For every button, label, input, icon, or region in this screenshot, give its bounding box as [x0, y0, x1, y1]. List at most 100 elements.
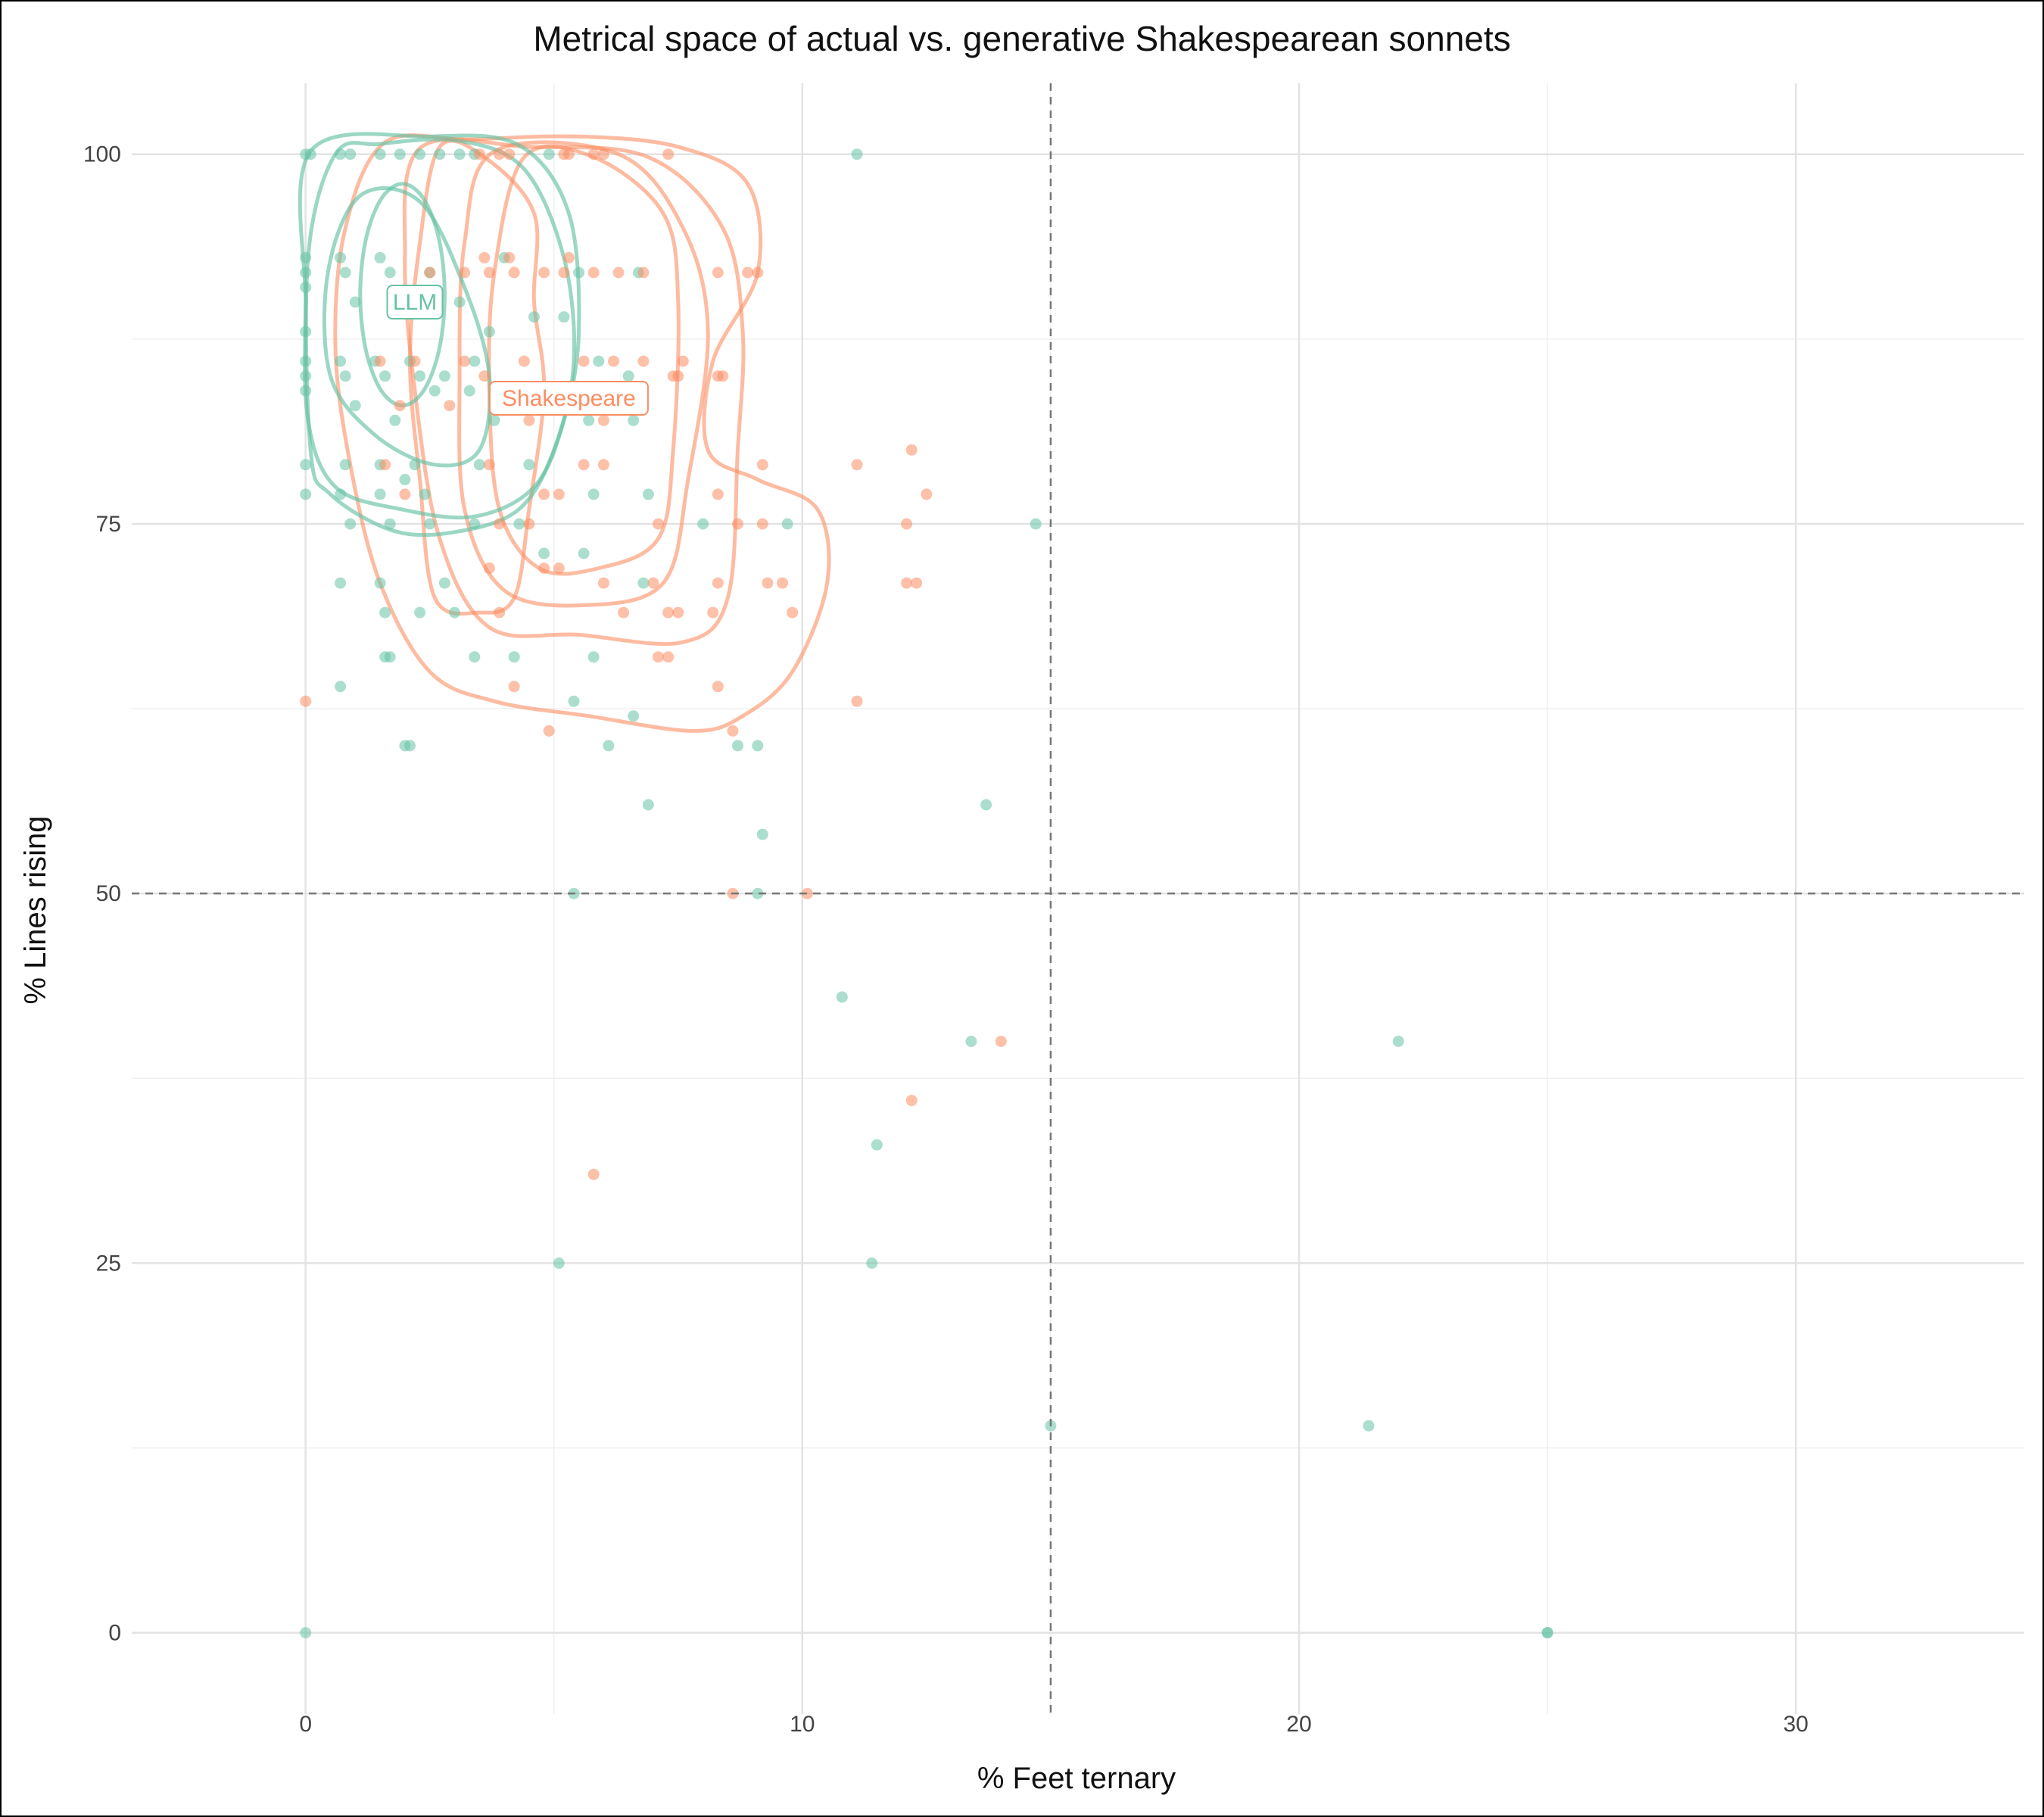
point-shakespeare	[727, 725, 739, 737]
point-llm	[335, 251, 347, 263]
point-llm	[836, 991, 848, 1003]
point-llm	[587, 488, 600, 500]
point-llm	[384, 518, 396, 530]
point-llm	[374, 577, 386, 589]
contour-llm	[322, 186, 492, 468]
point-shakespeare	[587, 148, 600, 161]
point-shakespeare	[608, 355, 619, 367]
point-shakespeare	[653, 651, 664, 663]
point-shakespeare	[459, 266, 471, 279]
axis-ticks: 0 10 20 30 0 25 50 75 100	[83, 142, 1809, 1737]
point-shakespeare	[801, 887, 813, 899]
point-shakespeare	[597, 577, 609, 589]
point-llm	[414, 606, 426, 619]
point-llm	[300, 370, 312, 382]
contour-shakespeare	[457, 140, 710, 608]
y-tick-label: 100	[83, 142, 121, 167]
point-llm	[339, 459, 351, 471]
point-llm	[538, 547, 550, 559]
point-llm	[384, 651, 396, 663]
point-llm	[756, 828, 768, 840]
point-llm	[513, 518, 525, 530]
series-labels: LLM Shakespeare	[386, 285, 649, 416]
point-shakespeare	[587, 266, 600, 279]
point-llm	[438, 577, 450, 589]
point-llm	[424, 518, 436, 530]
point-shakespeare	[756, 459, 768, 471]
point-llm	[339, 266, 351, 279]
y-axis-title: % Lines rising	[19, 815, 52, 1004]
point-shakespeare	[523, 518, 535, 530]
point-llm	[379, 370, 391, 382]
point-shakespeare	[901, 577, 913, 589]
point-shakespeare	[672, 370, 684, 382]
point-llm	[374, 251, 386, 263]
point-llm	[752, 887, 764, 899]
point-llm	[374, 148, 386, 161]
point-shakespeare	[538, 488, 550, 500]
point-shakespeare	[374, 355, 386, 367]
point-llm	[349, 296, 361, 308]
point-shakespeare	[712, 681, 724, 693]
y-tick-label: 0	[108, 1621, 121, 1646]
point-shakespeare	[300, 695, 312, 707]
point-shakespeare	[478, 370, 491, 382]
point-llm	[384, 266, 396, 279]
point-shakespeare	[597, 414, 609, 426]
point-llm	[642, 799, 654, 811]
point-shakespeare	[578, 459, 590, 471]
point-shakespeare	[995, 1036, 1007, 1047]
point-llm	[339, 370, 351, 382]
point-shakespeare	[444, 400, 456, 412]
contour-llm	[358, 182, 447, 408]
minor-gridlines	[132, 83, 2024, 1714]
point-llm	[523, 459, 535, 471]
point-shakespeare	[677, 355, 689, 367]
x-tick-label: 10	[790, 1712, 815, 1737]
point-llm	[469, 651, 481, 663]
point-llm	[300, 326, 312, 338]
point-shakespeare	[483, 563, 495, 574]
point-shakespeare	[523, 414, 535, 426]
point-llm	[781, 518, 793, 530]
point-llm	[980, 799, 992, 811]
point-llm	[732, 740, 743, 752]
point-llm	[335, 355, 347, 367]
point-shakespeare	[787, 606, 799, 619]
point-shakespeare	[399, 488, 411, 500]
density-contours	[298, 132, 831, 733]
point-shakespeare	[538, 563, 550, 574]
series-label-box-shakespeare	[488, 380, 649, 416]
point-shakespeare	[494, 518, 506, 530]
point-shakespeare	[618, 606, 630, 619]
point-shakespeare	[905, 444, 918, 456]
data-points	[300, 148, 1553, 1639]
point-llm	[300, 385, 312, 397]
point-llm	[573, 266, 585, 279]
point-shakespeare	[662, 148, 675, 161]
point-shakespeare	[752, 266, 764, 279]
point-shakespeare	[459, 355, 471, 367]
point-llm	[558, 311, 570, 323]
point-llm	[463, 385, 475, 397]
point-llm	[697, 518, 709, 530]
point-shakespeare	[543, 725, 555, 737]
point-shakespeare	[717, 370, 729, 382]
point-llm	[603, 740, 615, 752]
point-shakespeare	[424, 266, 436, 279]
point-llm	[622, 370, 634, 382]
point-shakespeare	[901, 518, 913, 530]
point-llm	[578, 547, 590, 559]
point-llm	[453, 148, 466, 161]
point-llm	[300, 266, 312, 279]
point-llm	[752, 740, 764, 752]
point-shakespeare	[473, 148, 485, 161]
point-shakespeare	[637, 266, 650, 279]
point-shakespeare	[777, 577, 789, 589]
point-shakespeare	[538, 266, 550, 279]
point-shakespeare	[483, 266, 495, 279]
point-llm	[300, 459, 312, 471]
point-shakespeare	[597, 148, 609, 161]
